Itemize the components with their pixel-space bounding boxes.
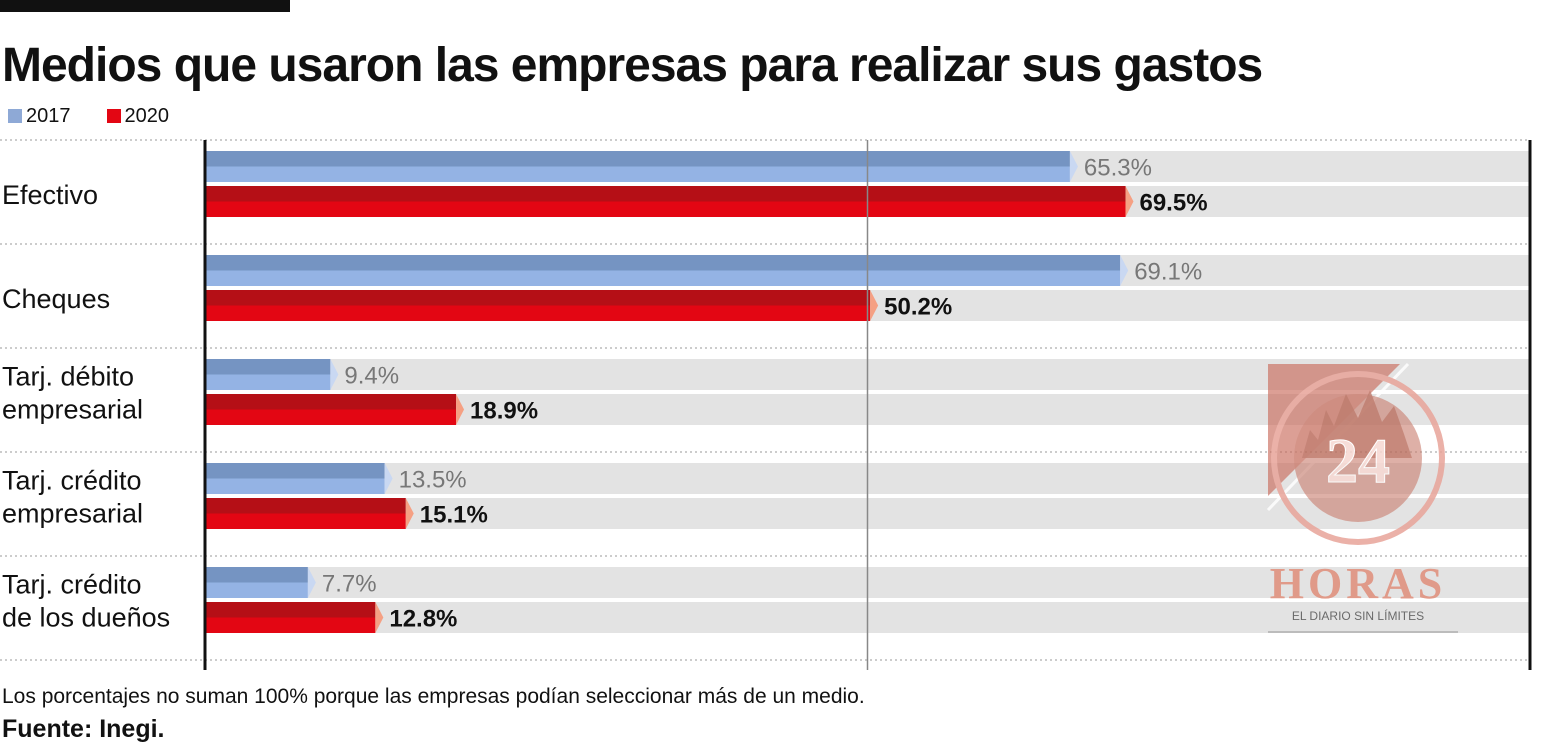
- bar-tip: [1125, 186, 1134, 217]
- legend-item-2017: 2017: [8, 104, 71, 128]
- data-label-2017: 69.1%: [1134, 259, 1202, 286]
- legend-swatch-2017: [8, 109, 22, 123]
- data-label-2017: 65.3%: [1084, 155, 1152, 182]
- bar-tip: [375, 602, 384, 633]
- data-label-2020: 69.5%: [1139, 190, 1207, 217]
- data-label-2020: 18.9%: [470, 398, 538, 425]
- logo-number: 24: [1326, 425, 1390, 496]
- data-label-2020: 12.8%: [389, 606, 457, 633]
- bar-tip: [456, 394, 465, 425]
- bar-2017-lower: [206, 478, 385, 494]
- logo-tagline: EL DIARIO SIN LÍMITES: [1292, 608, 1424, 623]
- category-label: empresarial: [2, 395, 143, 425]
- category-label: de los dueños: [2, 603, 170, 633]
- bar-2017-lower: [206, 582, 308, 598]
- bar-2017: [206, 463, 385, 479]
- bar-tip: [330, 359, 339, 390]
- legend-item-2020: 2020: [106, 104, 170, 128]
- bar-2020: [206, 394, 457, 410]
- legend-label-2020: 2020: [124, 105, 170, 127]
- logo-name: HORAS: [1270, 559, 1446, 608]
- data-label-2020: 15.1%: [420, 502, 488, 529]
- bar-tip: [384, 463, 393, 494]
- bar-2020: [206, 602, 376, 618]
- data-label-2017: 7.7%: [322, 571, 377, 598]
- bar-tip: [405, 498, 414, 529]
- bar-tip: [1120, 255, 1129, 286]
- category-label: Efectivo: [2, 180, 98, 210]
- category-label: empresarial: [2, 499, 143, 529]
- legend-label-2017: 2017: [26, 105, 71, 127]
- bar-chart: Efectivo 65.3% 69.5% Cheques 69.1% 50.2% Tarj.…: [0, 139, 1532, 670]
- bar-2020-lower: [206, 617, 376, 633]
- legend-swatch-2020: [106, 109, 121, 123]
- data-label-2017: 9.4%: [344, 363, 399, 390]
- bar-2020: [206, 498, 406, 514]
- bar-2017: [206, 359, 331, 375]
- bar-2020-lower: [206, 513, 406, 529]
- bar-2020-lower: [206, 305, 871, 321]
- top-rule: [0, 0, 290, 12]
- category-label: Tarj. crédito: [2, 570, 142, 600]
- bar-2017: [206, 255, 1121, 271]
- source-credit: Fuente: Inegi.: [2, 715, 165, 743]
- bar-2020: [206, 186, 1126, 202]
- data-label-2017: 13.5%: [399, 467, 467, 494]
- bar-2017-lower: [206, 166, 1070, 182]
- bar-tip: [870, 290, 879, 321]
- watermark-logo: 24 HORAS EL DIARIO SIN LÍMITES: [1266, 362, 1458, 633]
- bar-2017: [206, 567, 308, 583]
- bar-2017-lower: [206, 270, 1121, 286]
- bar-2017-lower: [206, 374, 331, 390]
- bar-2020-lower: [206, 201, 1126, 217]
- category-label: Cheques: [2, 284, 110, 314]
- category-label: Tarj. débito: [2, 362, 134, 392]
- bar-tip: [307, 567, 316, 598]
- data-label-2020: 50.2%: [884, 294, 952, 321]
- footnote: Los porcentajes no suman 100% porque las…: [2, 685, 865, 708]
- bar-2020: [206, 290, 871, 306]
- bar-tip: [1069, 151, 1078, 182]
- bar-2017: [206, 151, 1070, 167]
- bar-2020-lower: [206, 409, 457, 425]
- chart-title: Medios que usaron las empresas para real…: [2, 39, 1263, 92]
- legend: 2017 2020: [8, 104, 169, 128]
- category-label: Tarj. crédito: [2, 466, 142, 496]
